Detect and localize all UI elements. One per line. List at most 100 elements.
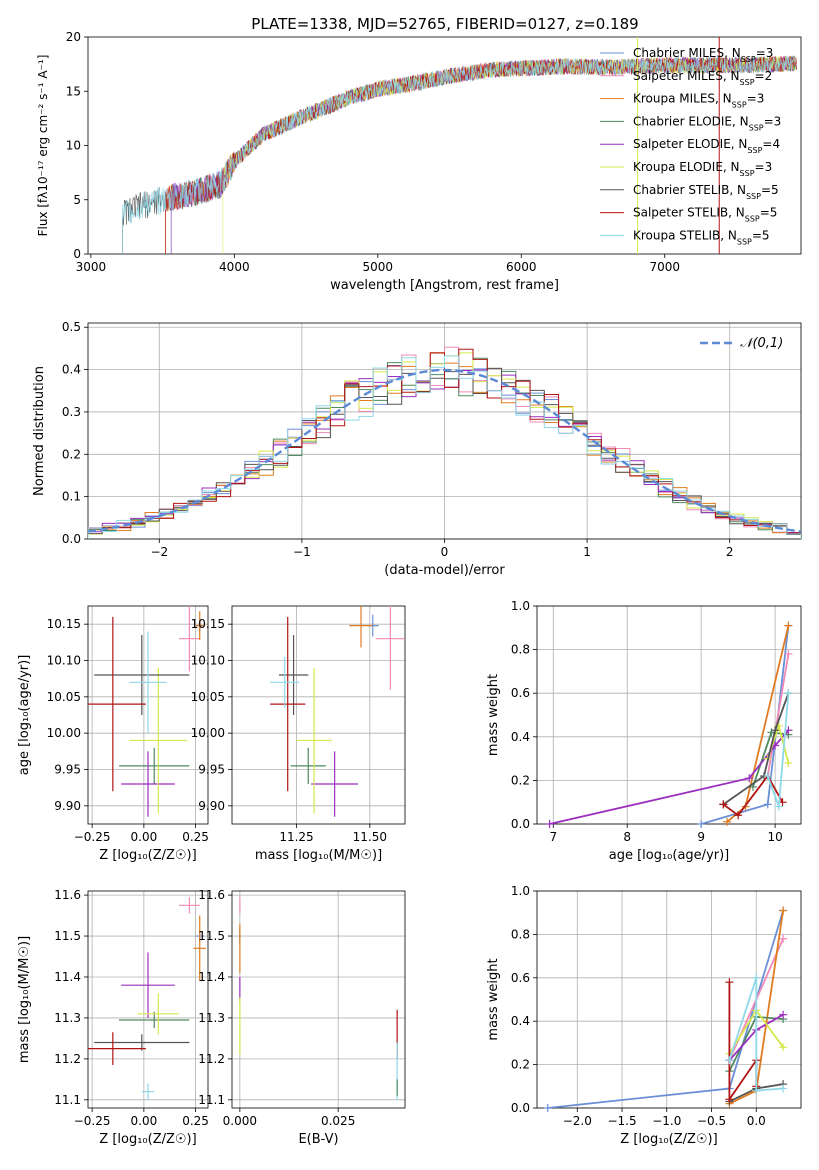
y-tick-label: 0.4 <box>511 730 530 744</box>
weight-line <box>728 982 758 1103</box>
y-tick-label: 0.2 <box>511 773 530 787</box>
y-tick-label: 0.4 <box>62 363 81 377</box>
x-axis-label: Z [log₁₀(Z/Z☉)] <box>620 1132 717 1147</box>
spectrum-line <box>122 55 797 254</box>
y-tick-label: 0.5 <box>62 320 81 334</box>
chart-mass-vs-Z: −0.25 0.00 0.25 11.1 11.2 11.3 11.4 11.5 11.6 Z [… <box>17 888 209 1147</box>
histogram-step <box>88 355 801 539</box>
normal-curve <box>87 368 802 533</box>
y-tick-label: 11.4 <box>198 970 225 984</box>
spectrum-line <box>170 56 797 254</box>
y-tick-label: 10.05 <box>47 690 81 704</box>
x-tick-label: 10 <box>767 830 782 844</box>
x-tick-label: −0.5 <box>697 1114 726 1128</box>
chart-age-vs-mass: 11.25 11.50 9.90 9.95 10.00 10.05 10.10 10.15 ma… <box>191 605 406 863</box>
x-tick-label: 0.025 <box>321 1114 355 1128</box>
y-tick-label: 0.2 <box>62 447 81 461</box>
y-axis-label: mass weight <box>486 674 501 756</box>
x-tick-label: −1.5 <box>607 1114 636 1128</box>
y-tick-label: 0.1 <box>62 490 81 504</box>
y-tick-label: 0.6 <box>511 971 530 985</box>
x-tick-label: 6000 <box>506 260 537 274</box>
chart-spectrum: 3000 4000 5000 6000 7000 0 5 10 15 20 wavelength [… <box>36 30 802 293</box>
legend-entry: Kroupa MILES, NSSP=3 <box>633 92 764 110</box>
legend: Chabrier MILES, NSSP=3 Salpeter MILES, NS… <box>600 46 781 246</box>
x-tick-label: −0.25 <box>74 830 111 844</box>
x-axis-label: (data-model)/error <box>384 563 505 578</box>
legend-entry: Chabrier MILES, NSSP=3 <box>633 46 773 64</box>
y-tick-label: 9.95 <box>54 763 81 777</box>
chart-weight-vs-age: 7 8 9 10 0.0 0.2 0.4 0.6 0.8 1.0 age [log₁₀(age/yr… <box>486 599 802 863</box>
spectrum-line <box>170 56 797 254</box>
y-axis-label: Flux [fλ10⁻¹⁷ erg cm⁻² s⁻¹ A⁻¹] <box>36 55 50 237</box>
axes-frame <box>87 322 802 540</box>
x-tick-label: 3000 <box>76 260 107 274</box>
x-axis-label: mass [log₁₀(M/M☉)] <box>255 848 382 863</box>
axes-frame <box>231 605 406 825</box>
y-tick-label: 10.05 <box>191 690 225 704</box>
y-tick-label: 10 <box>66 139 81 153</box>
y-tick-label: 10.00 <box>191 726 225 740</box>
y-axis-label: mass weight <box>486 958 501 1040</box>
spectrum-line <box>222 55 797 254</box>
y-axis-label: mass [log₁₀(M/M☉)] <box>17 936 32 1063</box>
x-tick-label: 0 <box>441 545 449 559</box>
legend-entry: 𝒩(0,1) <box>740 336 783 351</box>
y-tick-label: 11.3 <box>54 1011 81 1025</box>
x-tick-label: −1.0 <box>652 1114 681 1128</box>
y-tick-label: 0.6 <box>511 686 530 700</box>
y-tick-label: 11.2 <box>54 1052 81 1066</box>
x-tick-label: 0.0 <box>747 1114 766 1128</box>
x-tick-label: −1 <box>293 545 311 559</box>
axes-frame <box>87 605 209 825</box>
chart-weight-vs-Z: −2.0 −1.5 −1.0 −0.5 0.0 0.0 0.2 0.4 0.6 0.8 1.0 Z [… <box>486 884 802 1147</box>
y-axis-label: age [log₁₀(age/yr)] <box>17 655 32 776</box>
x-tick-label: 0.00 <box>131 830 158 844</box>
x-axis-label: E(B-V) <box>298 1132 338 1147</box>
weight-line <box>728 977 784 1092</box>
y-tick-label: 9.95 <box>198 763 225 777</box>
y-tick-label: 15 <box>66 84 81 98</box>
chart-residuals: −2 −1 0 1 2 0.0 0.1 0.2 0.3 0.4 0.5 (data-model)/er… <box>32 320 802 578</box>
x-tick-label: 5000 <box>363 260 394 274</box>
y-tick-label: 0.4 <box>511 1014 530 1028</box>
spectrum-line <box>165 55 797 254</box>
y-tick-label: 11.1 <box>54 1093 81 1107</box>
x-tick-label: 4000 <box>219 260 250 274</box>
y-tick-label: 11.4 <box>54 970 81 984</box>
x-tick-label: 0.000 <box>223 1114 257 1128</box>
y-tick-label: 9.90 <box>198 799 225 813</box>
y-tick-label: 0.0 <box>511 817 530 831</box>
y-tick-label: 11.6 <box>198 888 225 902</box>
weight-line <box>766 653 790 777</box>
chart-age-vs-Z: −0.25 0.00 0.25 9.90 9.95 10.00 10.05 10.10 10.1… <box>17 605 209 863</box>
axes-frame <box>536 605 802 825</box>
spectrum-line <box>165 55 797 254</box>
x-tick-label: −0.25 <box>74 1114 111 1128</box>
x-tick-label: −2 <box>150 545 168 559</box>
chart-mass-vs-ebv: 0.000 0.025 11.1 11.2 11.3 11.4 11.5 11.6 E(B-V) <box>198 888 406 1147</box>
legend-entry: Chabrier ELODIE, NSSP=3 <box>633 114 781 131</box>
axes-frame <box>87 36 802 255</box>
y-axis-label: Normed distribution <box>32 366 47 496</box>
spectrum-line <box>122 56 797 254</box>
x-tick-label: 2 <box>726 545 734 559</box>
x-axis-label: wavelength [Angstrom, rest frame] <box>330 278 559 293</box>
weight-line <box>722 774 784 817</box>
y-tick-label: 0.2 <box>511 1058 530 1072</box>
x-tick-label: 7 <box>549 830 557 844</box>
weight-line <box>547 910 784 1108</box>
axes-frame <box>536 890 802 1109</box>
legend-entry: Kroupa STELIB, NSSP=5 <box>633 228 770 246</box>
figure-title: PLATE=1338, MJD=52765, FIBERID=0127, z=0… <box>251 15 638 33</box>
x-tick-label: 0.25 <box>182 1114 209 1128</box>
y-tick-label: 11.6 <box>54 888 81 902</box>
y-tick-label: 0.0 <box>511 1101 530 1115</box>
y-tick-label: 1.0 <box>511 599 530 613</box>
y-tick-label: 11.5 <box>198 929 225 943</box>
x-tick-label: 1 <box>583 545 591 559</box>
y-tick-label: 10.15 <box>191 617 225 631</box>
spectrum-line <box>170 56 797 254</box>
legend-entry: Salpeter MILES, NSSP=2 <box>633 69 772 87</box>
